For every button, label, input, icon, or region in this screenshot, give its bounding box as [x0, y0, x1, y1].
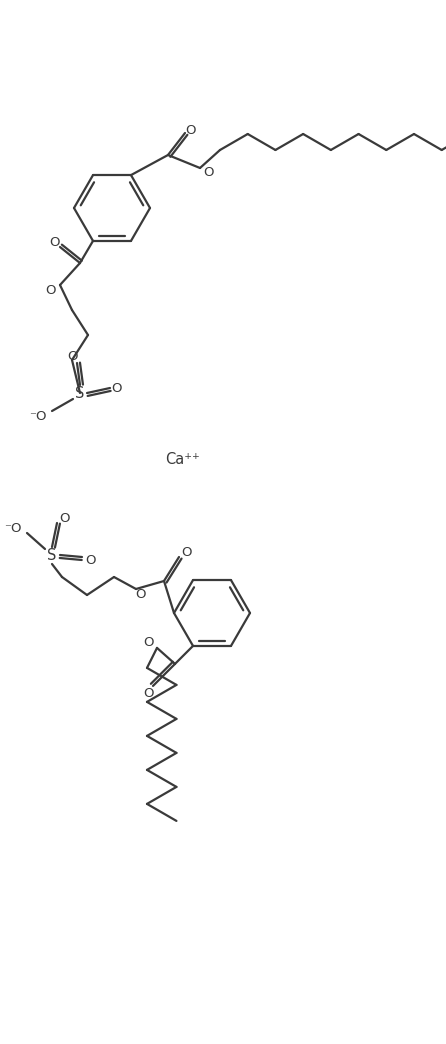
- Text: O: O: [45, 284, 55, 296]
- Text: O: O: [181, 546, 191, 560]
- Text: ⁻O: ⁻O: [4, 522, 22, 535]
- Text: O: O: [67, 350, 77, 362]
- Text: O: O: [135, 589, 145, 601]
- Text: O: O: [144, 637, 154, 649]
- Text: O: O: [203, 166, 213, 179]
- Text: O: O: [186, 123, 196, 137]
- Text: S: S: [75, 385, 85, 401]
- Text: O: O: [59, 513, 69, 525]
- Text: Ca⁺⁺: Ca⁺⁺: [165, 452, 200, 468]
- Text: O: O: [50, 236, 60, 248]
- Text: O: O: [112, 381, 122, 395]
- Text: O: O: [143, 687, 153, 701]
- Text: S: S: [47, 547, 57, 563]
- Text: O: O: [85, 553, 95, 567]
- Text: ⁻O: ⁻O: [29, 409, 47, 423]
